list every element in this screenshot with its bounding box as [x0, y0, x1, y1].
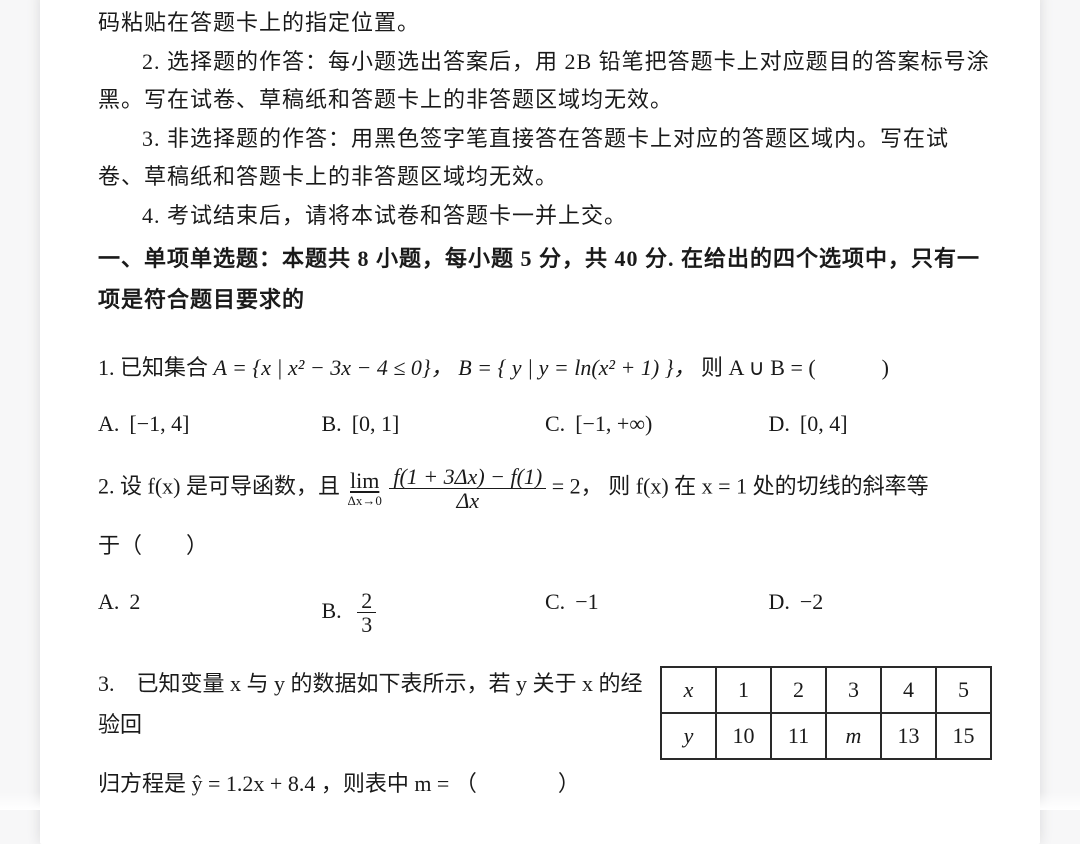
- q1-option-a-text: [−1, 4]: [129, 411, 189, 436]
- q2-option-d: D. −2: [769, 589, 993, 636]
- q2-option-d-text: −2: [800, 589, 823, 614]
- question-2: 2. 设 f(x) 是可导函数，且 lim Δx→0 f(1 + 3Δx) − …: [98, 465, 992, 512]
- q2-tail: 则 f(x) 在 x = 1 处的切线的斜率等: [608, 474, 928, 499]
- table-cell: 1: [716, 667, 771, 713]
- q1-option-c: C. [−1, +∞): [545, 411, 769, 437]
- table-cell-m: m: [826, 713, 881, 759]
- table-cell: 3: [826, 667, 881, 713]
- q2-denominator: Δx: [389, 489, 546, 512]
- q1-option-a: A. [−1, 4]: [98, 411, 322, 437]
- section-heading: 一、单项单选题：本题共 8 小题，每小题 5 分，共 40 分. 在给出的四个选…: [98, 239, 992, 320]
- q2-option-c: C. −1: [545, 589, 769, 636]
- q2-fraction: f(1 + 3Δx) − f(1) Δx: [389, 465, 546, 512]
- table-cell: 5: [936, 667, 991, 713]
- instruction-line-1: 码粘贴在答题卡上的指定位置。: [98, 4, 992, 43]
- q1-option-b: B. [0, 1]: [322, 411, 546, 437]
- table-cell: 13: [881, 713, 936, 759]
- table-cell: 2: [771, 667, 826, 713]
- option-label-b: B.: [322, 411, 342, 436]
- table-head-y: y: [661, 713, 716, 759]
- q2-numerator: f(1 + 3Δx) − f(1): [389, 465, 546, 489]
- option-label-c: C.: [545, 589, 565, 614]
- q3-line1: 3. 已知变量 x 与 y 的数据如下表所示，若 y 关于 x 的经验回: [98, 664, 646, 745]
- q1-option-d: D. [0, 4]: [769, 411, 993, 437]
- q2-option-b: B. 2 3: [322, 589, 546, 636]
- q2-prefix: 2. 设 f(x) 是可导函数，且: [98, 474, 340, 499]
- instruction-line-3: 3. 非选择题的作答：用黑色签字笔直接答在答题卡上对应的答题区域内。写在试卷、草…: [98, 120, 992, 197]
- option-label-a: A.: [98, 411, 119, 436]
- table-cell: 10: [716, 713, 771, 759]
- q2-equals: = 2，: [552, 474, 603, 499]
- table-cell: 4: [881, 667, 936, 713]
- q3-data-table: x 1 2 3 4 5 y 10 11 m 13 15: [660, 666, 992, 760]
- q2-option-c-text: −1: [575, 589, 598, 614]
- q1-option-c-text: [−1, +∞): [575, 411, 652, 436]
- q2-lim-word: lim: [347, 470, 381, 492]
- q2-option-b-den: 3: [357, 613, 376, 636]
- question-3: 3. 已知变量 x 与 y 的数据如下表所示，若 y 关于 x 的经验回 归方程…: [98, 664, 992, 804]
- q2-option-a-text: 2: [129, 589, 140, 614]
- option-label-d: D.: [769, 589, 790, 614]
- bottom-fade: [0, 792, 1080, 810]
- q2-lim-sub: Δx→0: [347, 494, 381, 507]
- question-1: 1. 已知集合 A = {x | x² − 3x − 4 ≤ 0}， B = {…: [98, 348, 992, 389]
- q1-set-b-inner: x² + 1: [599, 355, 652, 380]
- table-cell: 15: [936, 713, 991, 759]
- q1-prefix: 1. 已知集合: [98, 355, 208, 380]
- table-row-head: x 1 2 3 4 5: [661, 667, 991, 713]
- q1-set-b-pre: B = { y | y = ln(: [458, 355, 598, 380]
- q3-text-block: 3. 已知变量 x 与 y 的数据如下表所示，若 y 关于 x 的经验回 归方程…: [98, 664, 646, 804]
- question-2-line2: 于（ ）: [98, 526, 992, 567]
- q2-option-b-num: 2: [357, 589, 376, 613]
- q2-option-b-frac: 2 3: [357, 589, 376, 636]
- q1-options: A. [−1, 4] B. [0, 1] C. [−1, +∞) D. [0, 4]: [98, 411, 992, 437]
- option-label-d: D.: [769, 411, 790, 436]
- table-head-x: x: [661, 667, 716, 713]
- q1-set-b-post: ) }，: [652, 355, 696, 380]
- instructions-block: 码粘贴在答题卡上的指定位置。 2. 选择题的作答：每小题选出答案后，用 2B 铅…: [98, 4, 992, 235]
- option-label-b: B.: [322, 598, 342, 623]
- option-label-a: A.: [98, 589, 119, 614]
- instruction-line-4: 4. 考试结束后，请将本试卷和答题卡一并上交。: [98, 197, 992, 236]
- q2-options: A. 2 B. 2 3 C. −1 D. −2: [98, 589, 992, 636]
- q1-set-a: A = {x | x² − 3x − 4 ≤ 0}，: [214, 355, 453, 380]
- option-label-c: C.: [545, 411, 565, 436]
- table-cell: 11: [771, 713, 826, 759]
- q2-lim: lim Δx→0: [347, 470, 381, 507]
- q1-option-d-text: [0, 4]: [800, 411, 848, 436]
- table-row-values: y 10 11 m 13 15: [661, 713, 991, 759]
- instruction-line-2: 2. 选择题的作答：每小题选出答案后，用 2B 铅笔把答题卡上对应题目的答案标号…: [98, 43, 992, 120]
- exam-page: 码粘贴在答题卡上的指定位置。 2. 选择题的作答：每小题选出答案后，用 2B 铅…: [40, 0, 1040, 844]
- q2-option-a: A. 2: [98, 589, 322, 636]
- q1-tail: 则 A ∪ B = ( ): [701, 355, 889, 380]
- q1-option-b-text: [0, 1]: [352, 411, 400, 436]
